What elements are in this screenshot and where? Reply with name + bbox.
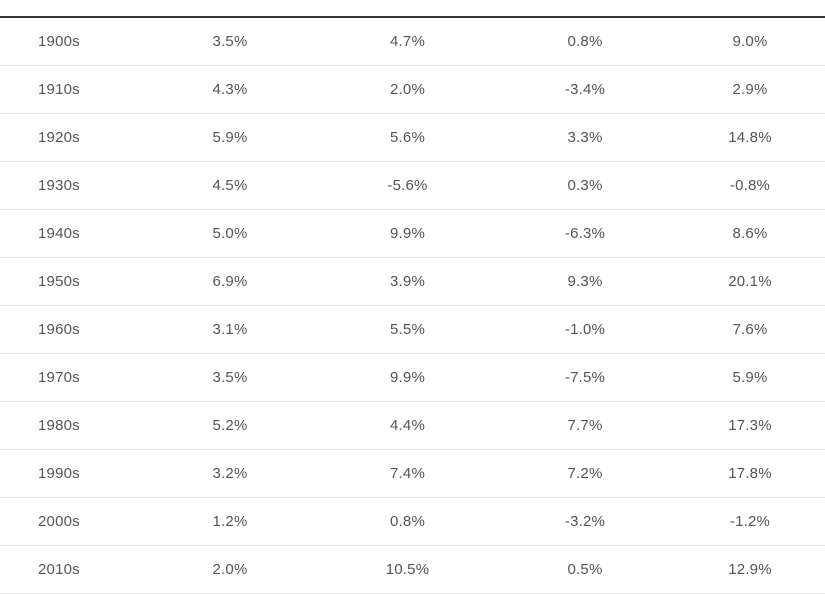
cell-col-4: 5.9%: [675, 353, 825, 402]
cell-col-3: 0.5%: [495, 545, 675, 594]
table-row: 1920s 5.9% 5.6% 3.3% 14.8%: [0, 113, 825, 162]
cell-col-4: 7.6%: [675, 305, 825, 354]
cell-col-2: 4.7%: [320, 17, 495, 66]
cell-col-3: 7.7%: [495, 401, 675, 450]
header-col-4: [675, 0, 825, 18]
cell-col-4: 17.3%: [675, 401, 825, 450]
cell-decade: 1930s: [0, 161, 140, 210]
cell-col-3: 0.8%: [495, 17, 675, 66]
cell-decade: 1990s: [0, 449, 140, 498]
cell-col-2: 5.5%: [320, 305, 495, 354]
cell-col-3: 7.2%: [495, 449, 675, 498]
cell-col-3: 9.3%: [495, 257, 675, 306]
header-row: [0, 0, 825, 18]
table-row: 1940s 5.0% 9.9% -6.3% 8.6%: [0, 209, 825, 258]
table-header: [0, 0, 825, 18]
header-col-1: [140, 0, 320, 18]
header-decade: [0, 0, 140, 18]
cell-col-1: 1.2%: [140, 497, 320, 546]
cell-col-4: 20.1%: [675, 257, 825, 306]
table-row: 1980s 5.2% 4.4% 7.7% 17.3%: [0, 401, 825, 450]
cell-col-3: -3.4%: [495, 65, 675, 114]
cell-col-1: 5.9%: [140, 113, 320, 162]
cell-decade: 1980s: [0, 401, 140, 450]
table-row: 2000s 1.2% 0.8% -3.2% -1.2%: [0, 497, 825, 546]
cell-decade: 1970s: [0, 353, 140, 402]
table-body: 1900s 3.5% 4.7% 0.8% 9.0% 1910s 4.3% 2.0…: [0, 17, 825, 594]
cell-col-2: 5.6%: [320, 113, 495, 162]
cell-col-3: -7.5%: [495, 353, 675, 402]
cell-decade: 1910s: [0, 65, 140, 114]
cell-col-4: 8.6%: [675, 209, 825, 258]
cell-col-1: 5.0%: [140, 209, 320, 258]
table-row: 1950s 6.9% 3.9% 9.3% 20.1%: [0, 257, 825, 306]
cell-col-2: 3.9%: [320, 257, 495, 306]
cell-col-3: -3.2%: [495, 497, 675, 546]
cell-col-2: 7.4%: [320, 449, 495, 498]
cell-col-1: 3.5%: [140, 17, 320, 66]
cell-col-4: -0.8%: [675, 161, 825, 210]
cell-decade: 1920s: [0, 113, 140, 162]
cell-col-2: -5.6%: [320, 161, 495, 210]
cell-col-4: 14.8%: [675, 113, 825, 162]
table-row: 1970s 3.5% 9.9% -7.5% 5.9%: [0, 353, 825, 402]
cell-col-2: 4.4%: [320, 401, 495, 450]
cell-decade: 1900s: [0, 17, 140, 66]
cell-col-2: 9.9%: [320, 353, 495, 402]
cell-col-1: 2.0%: [140, 545, 320, 594]
cell-col-4: -1.2%: [675, 497, 825, 546]
cell-decade: 2000s: [0, 497, 140, 546]
cell-col-2: 2.0%: [320, 65, 495, 114]
cell-col-4: 17.8%: [675, 449, 825, 498]
cell-decade: 2010s: [0, 545, 140, 594]
cell-col-2: 10.5%: [320, 545, 495, 594]
table-row: 1990s 3.2% 7.4% 7.2% 17.8%: [0, 449, 825, 498]
header-col-2: [320, 0, 495, 18]
cell-col-4: 2.9%: [675, 65, 825, 114]
cell-col-2: 9.9%: [320, 209, 495, 258]
table-row: 1900s 3.5% 4.7% 0.8% 9.0%: [0, 17, 825, 66]
table-row: 2010s 2.0% 10.5% 0.5% 12.9%: [0, 545, 825, 594]
cell-decade: 1960s: [0, 305, 140, 354]
cell-col-4: 9.0%: [675, 17, 825, 66]
cell-col-1: 5.2%: [140, 401, 320, 450]
cell-col-1: 3.5%: [140, 353, 320, 402]
table-row: 1910s 4.3% 2.0% -3.4% 2.9%: [0, 65, 825, 114]
table-row: 1930s 4.5% -5.6% 0.3% -0.8%: [0, 161, 825, 210]
cell-col-1: 4.3%: [140, 65, 320, 114]
cell-decade: 1950s: [0, 257, 140, 306]
cell-col-1: 6.9%: [140, 257, 320, 306]
cell-col-4: 12.9%: [675, 545, 825, 594]
cell-col-3: -6.3%: [495, 209, 675, 258]
cell-col-2: 0.8%: [320, 497, 495, 546]
cell-decade: 1940s: [0, 209, 140, 258]
cell-col-1: 3.1%: [140, 305, 320, 354]
cell-col-1: 4.5%: [140, 161, 320, 210]
cell-col-3: 0.3%: [495, 161, 675, 210]
cell-col-1: 3.2%: [140, 449, 320, 498]
cell-col-3: -1.0%: [495, 305, 675, 354]
header-col-3: [495, 0, 675, 18]
cell-col-3: 3.3%: [495, 113, 675, 162]
table-row: 1960s 3.1% 5.5% -1.0% 7.6%: [0, 305, 825, 354]
